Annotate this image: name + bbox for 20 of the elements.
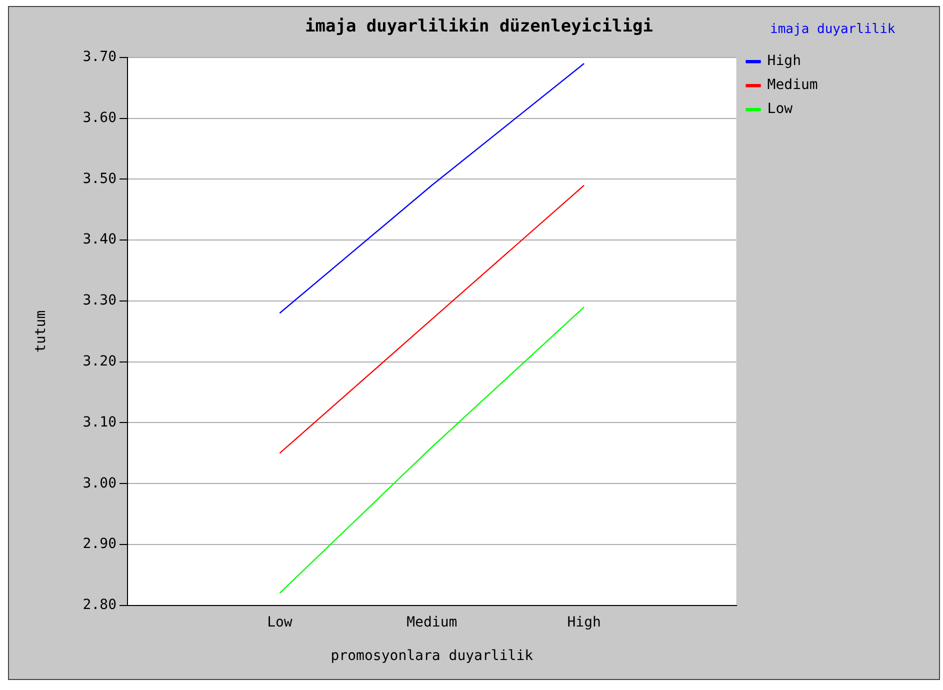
legend-label: Low: [767, 101, 894, 118]
y-tick-label: 2.90: [82, 536, 117, 552]
y-tick-label: 3.30: [82, 292, 117, 309]
y-tick-label: 2.80: [82, 597, 117, 614]
x-tick-label: Low: [267, 614, 293, 630]
y-axis-title: tutum: [33, 310, 50, 352]
y-tick-label: 3.50: [82, 170, 117, 187]
x-axis-title: promosyonlara duyarlilik: [330, 648, 534, 664]
y-tick-label: 3.40: [82, 232, 117, 248]
legend-title: imaja duyarlilik: [770, 22, 896, 37]
x-tick-label: Medium: [406, 614, 458, 630]
y-tick-label: 3.70: [82, 49, 117, 66]
y-tick-label: 3.20: [82, 353, 117, 370]
legend-label: High: [767, 53, 902, 70]
y-tick-label: 3.00: [82, 475, 117, 492]
chart-title: imaja duyarlilikin düzenleyiciligi: [305, 16, 653, 37]
y-tick-label: 3.60: [82, 110, 117, 126]
legend-label: Medium: [767, 77, 919, 94]
y-tick-label: 3.10: [82, 414, 117, 430]
x-tick-label: High: [567, 614, 601, 630]
